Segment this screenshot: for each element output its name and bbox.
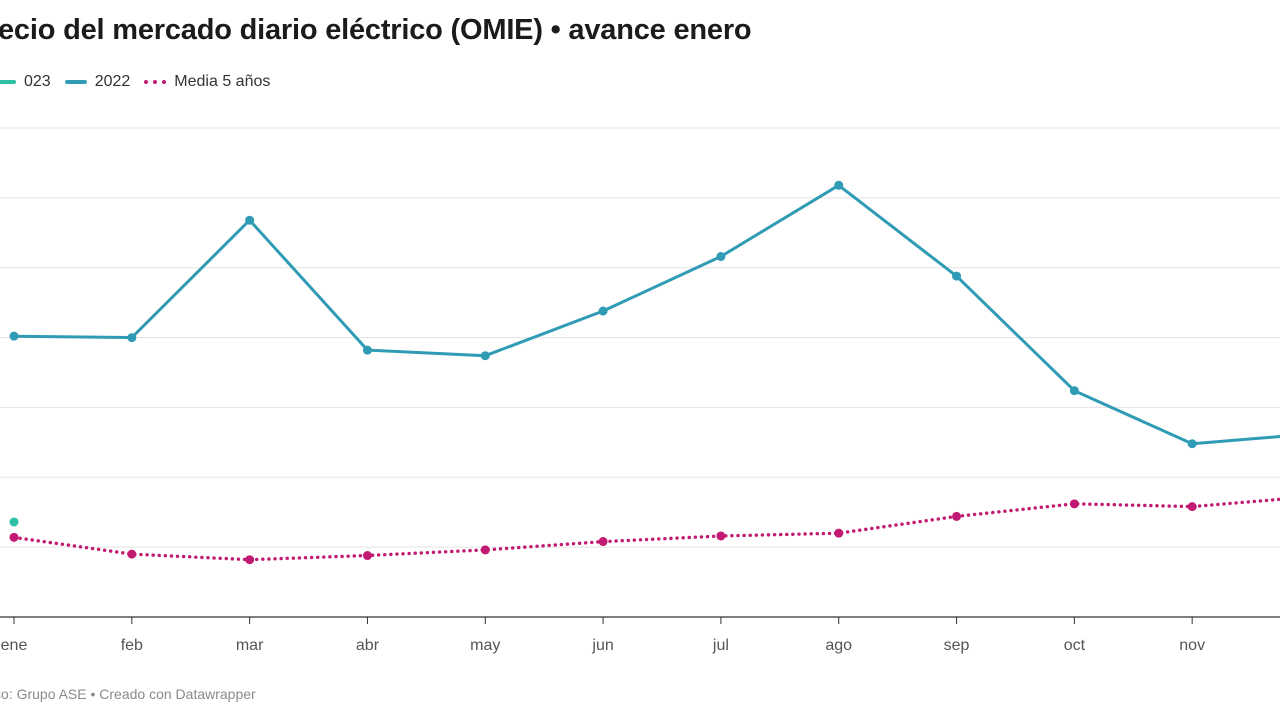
source-note: co: Grupo ASE • Creado con Datawrapper: [0, 686, 256, 702]
x-tick-label: may: [470, 637, 500, 654]
x-tick-label: abr: [356, 637, 380, 654]
data-point-media-5-a-os: [127, 549, 137, 559]
series-line-2022: [12, 183, 1280, 446]
x-tick-label: ene: [1, 637, 28, 654]
legend-label-2022: 2022: [94, 73, 131, 90]
data-point-2022: [362, 345, 372, 355]
x-tick-label: ago: [825, 637, 852, 654]
legend-swatch-media: [144, 80, 167, 84]
data-point-2022: [952, 271, 962, 281]
data-point-2022: [9, 331, 19, 341]
x-tick-label: jun: [591, 637, 613, 654]
data-point-2022: [1069, 386, 1079, 396]
data-point-2022: [598, 306, 608, 316]
data-point-2023: [9, 517, 19, 527]
x-tick-label: feb: [121, 637, 143, 654]
legend-swatch-2023: [0, 80, 16, 84]
x-tick-label: mar: [236, 637, 264, 654]
legend-label-2023: 023: [24, 73, 51, 90]
data-point-media-5-a-os: [9, 532, 19, 542]
gridlines: [0, 127, 1280, 618]
data-point-media-5-a-os: [1187, 502, 1197, 512]
legend-swatch-2022: [64, 80, 87, 84]
data-point-media-5-a-os: [1069, 499, 1079, 509]
legend: 023 2022 Media 5 años: [0, 73, 284, 91]
x-tick-label: oct: [1064, 637, 1086, 654]
series-line-media-5-a-os: [12, 497, 1280, 562]
x-tick-label: jul: [712, 637, 729, 654]
data-point-2022: [127, 333, 137, 343]
legend-label-media: Media 5 años: [174, 73, 271, 90]
x-axis-ticks: enefebmarabrmayjunjulagosepoctnovdic: [1, 617, 1205, 654]
data-point-2022: [834, 180, 844, 190]
x-tick-label: sep: [944, 637, 970, 654]
data-point-media-5-a-os: [245, 555, 255, 565]
data-point-media-5-a-os: [952, 511, 962, 521]
legend-item-media: Media 5 años: [144, 73, 270, 91]
data-point-2022: [716, 252, 726, 262]
data-point-media-5-a-os: [834, 528, 844, 538]
data-point-media-5-a-os: [362, 551, 372, 561]
data-point-media-5-a-os: [480, 545, 490, 555]
legend-item-2022: 2022: [64, 73, 131, 91]
series-lines: [12, 183, 1280, 562]
data-point-media-5-a-os: [598, 537, 608, 547]
x-tick-label: nov: [1179, 637, 1205, 654]
data-point-2022: [480, 351, 490, 361]
data-point-2022: [1187, 439, 1197, 449]
data-point-2022: [245, 215, 255, 225]
legend-item-2023: 023: [0, 73, 51, 91]
chart-title: ecio del mercado diario eléctrico (OMIE)…: [0, 14, 752, 46]
line-chart: enefebmarabrmayjunjulagosepoctnovdic: [0, 127, 1280, 654]
series-points: [9, 180, 1197, 565]
data-point-media-5-a-os: [716, 531, 726, 541]
